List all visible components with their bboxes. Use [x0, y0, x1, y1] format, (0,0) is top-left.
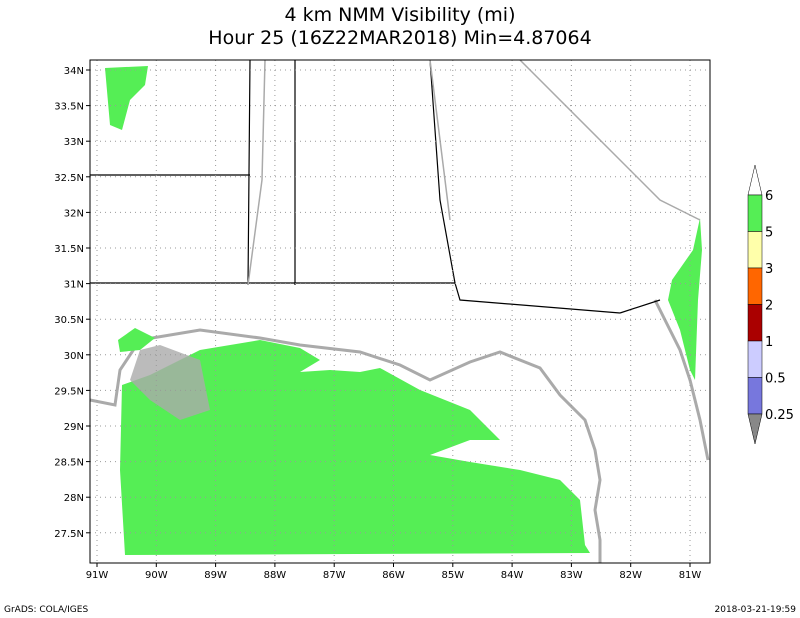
lat-label: 28.5N [54, 458, 84, 469]
lon-label: 83W [560, 570, 583, 581]
lon-label: 90W [145, 570, 168, 581]
colorbar-cap [747, 164, 763, 196]
colorbar-label: 5 [765, 226, 773, 241]
footer-right: 2018-03-21-19:59 [715, 605, 797, 615]
lat-label: 27.5N [54, 529, 84, 540]
colorbar-label: 1 [765, 335, 773, 350]
visibility-area [118, 328, 155, 352]
colorbar-swatch [747, 267, 763, 305]
footer-left: GrADS: COLA/IGES [4, 605, 88, 615]
lon-label: 82W [619, 570, 642, 581]
lat-label: 32.5N [54, 173, 84, 184]
visibility-area [668, 218, 702, 380]
delta-land [130, 345, 210, 420]
visibility-area [105, 66, 148, 130]
lat-label: 32N [64, 208, 84, 219]
title-line2: Hour 25 (16Z22MAR2018) Min=4.87064 [208, 27, 591, 49]
visibility-area [120, 340, 590, 555]
colorbar-swatch [747, 340, 763, 378]
lat-label: 33.5N [54, 102, 84, 113]
colorbar-label: 0.25 [765, 408, 794, 423]
colorbar-swatch [747, 304, 763, 342]
lat-label: 28N [64, 493, 84, 504]
lon-label: 89W [204, 570, 227, 581]
colorbar-cap [747, 413, 763, 445]
colorbar-swatch [747, 231, 763, 269]
lon-label: 87W [323, 570, 346, 581]
lat-label: 30.5N [54, 315, 84, 326]
coastline-east [653, 299, 710, 461]
lat-label: 29.5N [54, 386, 84, 397]
lon-label: 86W [382, 570, 405, 581]
state-lines [90, 59, 661, 314]
lat-label: 33N [64, 137, 84, 148]
lon-label: 91W [86, 570, 109, 581]
colorbar-label: 0.5 [765, 372, 786, 387]
lat-label: 29N [64, 422, 84, 433]
state-boundaries [247, 59, 701, 286]
colorbar-swatch [747, 194, 763, 232]
colorbar-label: 3 [765, 262, 773, 277]
lat-label: 30N [64, 351, 84, 362]
lat-label: 31.5N [54, 244, 84, 255]
colorbar-label: 6 [765, 189, 773, 204]
title-line1: 4 km NMM Visibility (mi) [285, 4, 516, 26]
lat-label: 31N [64, 280, 84, 291]
colorbar-swatch [747, 377, 763, 415]
map-area [89, 59, 711, 564]
lon-label: 85W [441, 570, 464, 581]
lon-label: 88W [264, 570, 287, 581]
colorbar: 6 5 3 2 1 0.5 0.25 [747, 164, 794, 445]
lat-label: 34N [64, 66, 84, 77]
lon-label: 84W [501, 570, 524, 581]
colorbar-label: 2 [765, 299, 773, 314]
map-frame [89, 59, 711, 564]
lon-label: 81W [679, 570, 702, 581]
